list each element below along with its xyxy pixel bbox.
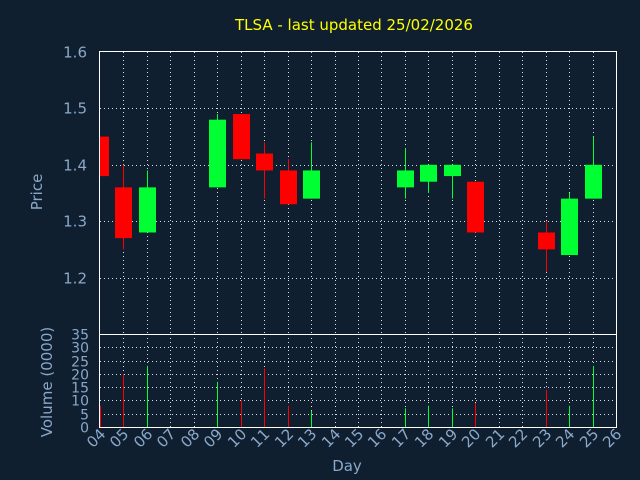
x-tick-label: 13 [294, 425, 320, 451]
price-grid [100, 52, 616, 334]
price-tick-label: 1.3 [63, 213, 87, 231]
x-tick-label: 22 [505, 425, 531, 451]
price-tick-label: 1.4 [63, 157, 87, 175]
chart-title: TLSA - last updated 25/02/2026 [234, 16, 473, 34]
price-tick-label: 1.2 [63, 270, 87, 288]
candle-body [561, 198, 578, 256]
price-tick-label: 1.5 [63, 100, 87, 118]
price-axis-label: Price [28, 174, 46, 211]
x-tick-label: 26 [599, 425, 625, 451]
candle-body [139, 187, 156, 233]
volume-tick-label: 30 [71, 341, 89, 357]
volume-grid [100, 334, 616, 427]
volume-tick-label: 35 [71, 328, 89, 344]
candle-body [303, 170, 320, 199]
x-tick-label: 11 [247, 425, 273, 451]
x-tick-label: 18 [411, 425, 437, 451]
candles [100, 114, 602, 272]
x-axis-label: Day [332, 457, 362, 475]
x-ticks: 0405060708091011121314151617181920212223… [83, 425, 625, 451]
volume-tick-label: 15 [71, 381, 89, 397]
volume-tick-label: 20 [71, 368, 89, 384]
candle-body [444, 164, 461, 177]
price-y-ticks: 1.2 1.3 1.4 1.5 1.6 [63, 44, 87, 288]
candle-body [585, 164, 602, 199]
candle-body [467, 181, 484, 233]
candle-body [100, 136, 109, 177]
candle-body [538, 232, 555, 250]
candle-body [115, 187, 132, 239]
candle-body [233, 114, 250, 160]
x-tick-label: 20 [458, 425, 484, 451]
volume-tick-label: 5 [80, 408, 89, 424]
candle-body [420, 164, 437, 182]
volume-tick-label: 10 [71, 394, 89, 410]
x-tick-label: 09 [200, 425, 226, 451]
candle-body [209, 119, 226, 188]
x-tick-label: 07 [153, 425, 179, 451]
volume-panel-frame [99, 334, 617, 428]
candle-body [280, 170, 297, 205]
candle-body [397, 170, 414, 188]
x-tick-label: 24 [552, 425, 578, 451]
x-tick-label: 16 [364, 425, 390, 451]
x-tick-label: 05 [106, 425, 132, 451]
volume-axis-label: Volume (0000) [38, 327, 56, 437]
volume-tick-label: 25 [71, 355, 89, 371]
volume-bars [100, 365, 594, 427]
price-tick-label: 1.6 [63, 44, 87, 62]
volume-tick-label: 0 [80, 421, 89, 437]
candle-body [256, 153, 273, 171]
